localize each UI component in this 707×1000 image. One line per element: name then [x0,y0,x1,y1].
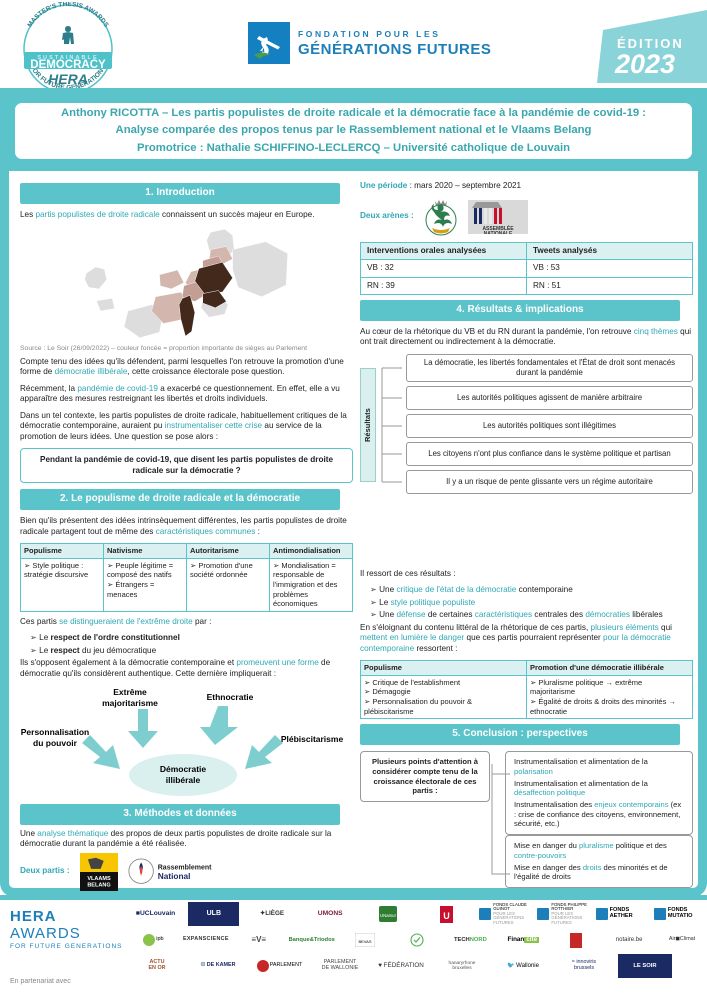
svg-text:U: U [443,911,450,921]
svg-text:BEVAS: BEVAS [358,939,371,944]
svg-text:Ethnocratie: Ethnocratie [207,692,254,702]
svg-text:HERA: HERA [48,71,88,87]
svg-text:Plébiscitarisme: Plébiscitarisme [281,734,344,744]
svg-text:National: National [157,871,190,881]
svg-text:du pouvoir: du pouvoir [33,738,78,748]
svg-text:DEMOCRACY: DEMOCRACY [30,59,106,71]
svg-text:2023: 2023 [614,49,675,79]
svg-text:BELANG: BELANG [87,882,110,888]
svg-text:majoritarisme: majoritarisme [102,698,158,708]
svg-text:Extrême: Extrême [113,687,147,697]
svg-text:NATIONALE: NATIONALE [483,231,512,234]
svg-text:VLAAMS: VLAAMS [87,876,111,882]
svg-text:UNamur: UNamur [380,913,397,918]
svg-text:Personnalisation: Personnalisation [21,727,90,737]
svg-text:Démocratie: Démocratie [160,764,207,774]
svg-text:illibérale: illibérale [166,775,201,785]
